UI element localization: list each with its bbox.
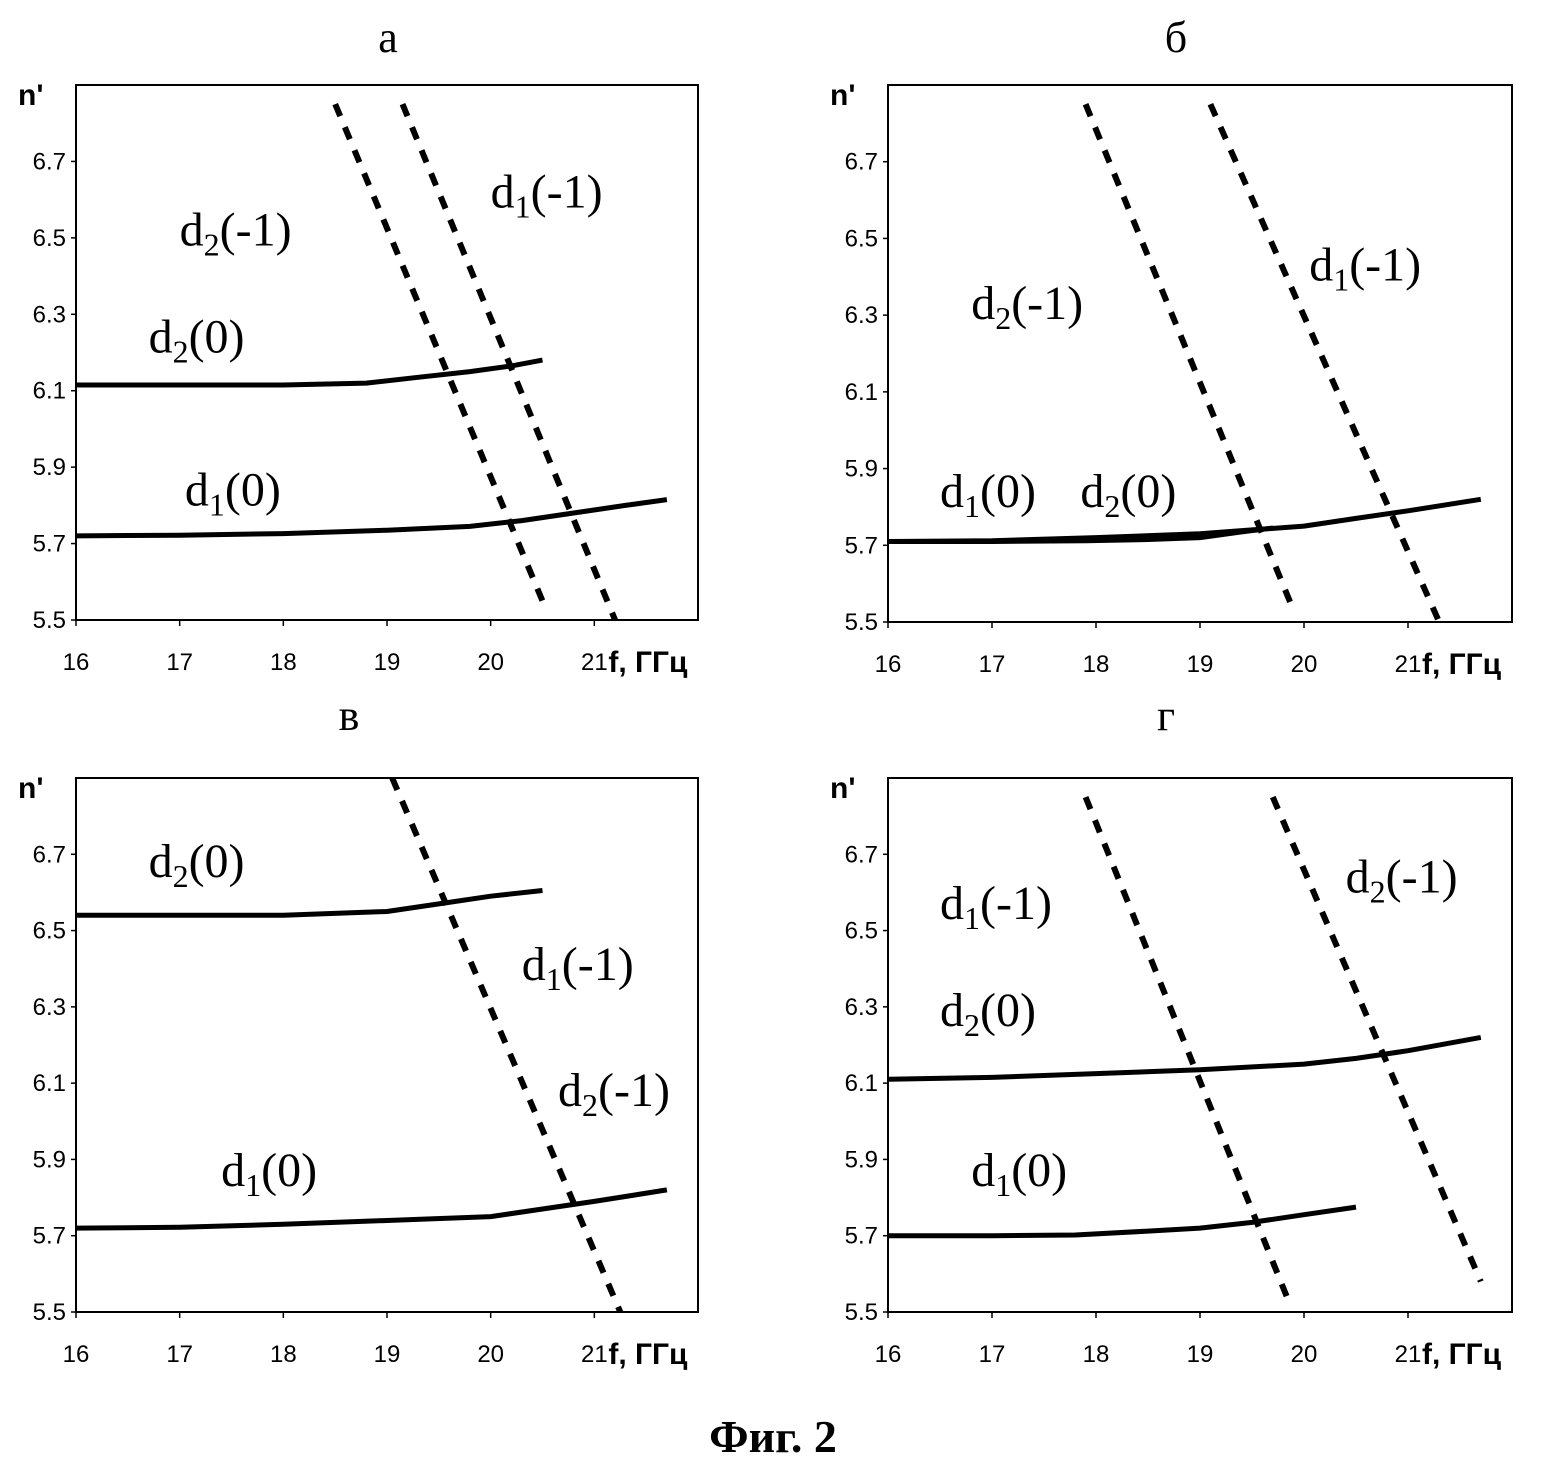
x-axis-label: f, ГГц [608,1338,688,1371]
y-tick-label: 6.5 [33,918,66,945]
curve-label: d2(0) [940,984,1036,1043]
x-tick-label: 18 [1083,1341,1110,1368]
x-axis-label: f, ГГц [1422,1338,1502,1371]
x-tick-label: 20 [1291,651,1318,678]
y-tick-label: 6.7 [33,148,66,175]
series-line [1210,104,1439,622]
x-tick-label: 18 [270,1341,297,1368]
series-line [76,891,543,916]
curve-label: d2(0) [149,835,245,894]
y-tick-label: 5.9 [33,1146,66,1173]
series-line [1086,797,1289,1301]
curve-label: d1(0) [940,465,1036,524]
y-tick-label: 6.5 [845,225,878,252]
curve-label: d2(0) [149,311,245,370]
x-tick-label: 21 [581,649,608,676]
x-tick-label: 16 [63,1341,90,1368]
panel-title: б [1165,13,1187,62]
curve-label: d2(-1) [1346,850,1458,909]
x-tick-label: 17 [166,1341,193,1368]
x-tick-label: 20 [477,649,504,676]
y-axis-label: n' [18,772,43,805]
y-tick-label: 5.9 [33,454,66,481]
x-tick-label: 19 [374,649,401,676]
curve-label: d1(0) [971,1144,1067,1203]
curve-label: d1(-1) [1309,239,1421,298]
x-tick-label: 20 [477,1341,504,1368]
curve-label: d1(-1) [940,877,1052,936]
x-tick-label: 16 [875,1341,902,1368]
x-tick-label: 19 [1187,1341,1214,1368]
y-tick-label: 5.7 [845,532,878,559]
y-axis-label: n' [830,772,855,805]
curve-label: d2(-1) [558,1064,670,1123]
y-tick-label: 6.7 [33,841,66,868]
x-tick-label: 20 [1291,1341,1318,1368]
y-tick-label: 5.7 [33,1223,66,1250]
curve-label: d2(-1) [180,204,292,263]
y-tick-label: 6.3 [845,302,878,329]
x-tick-label: 19 [374,1341,401,1368]
curve-label: d2(0) [1080,465,1176,524]
series-line [888,528,1273,542]
y-tick-label: 6.3 [33,994,66,1021]
x-tick-label: 18 [270,649,297,676]
y-tick-label: 6.7 [845,841,878,868]
chart-panel-3: в n' 5.5 5.7 5.9 6.1 6.3 6.5 6.7 16 17 18 19 20 21f, Г… [18,691,698,1371]
series-line [392,778,620,1312]
y-tick-label: 6.1 [33,1070,66,1097]
x-tick-label: 19 [1187,651,1214,678]
y-tick-label: 6.3 [33,301,66,328]
curve-label: d1(0) [185,463,281,522]
x-axis-label: f, ГГц [608,646,688,679]
curve-label: d1(0) [221,1144,317,1203]
curve-label: d1(-1) [522,938,634,997]
x-tick-label: 16 [875,651,902,678]
x-tick-label: 21 [581,1341,608,1368]
y-tick-label: 5.9 [845,456,878,483]
x-axis-label: f, ГГц [1422,648,1502,681]
curve-label: d2(-1) [971,277,1083,336]
y-tick-label: 5.7 [845,1223,878,1250]
chart-panel-1: а n' 5.5 5.7 5.9 6.1 6.3 6.5 6.7 16 17 18 19 20 21f, Г… [18,13,698,679]
x-tick-label: 17 [979,651,1006,678]
y-axis-label: n' [18,79,43,112]
series-line [76,360,543,385]
chart-panel-4: г n' 5.5 5.7 5.9 6.1 6.3 6.5 6.7 16 17 18 19 20 21f, Г… [830,691,1512,1371]
y-tick-label: 6.5 [845,918,878,945]
y-tick-label: 6.7 [845,149,878,176]
x-tick-label: 18 [1083,651,1110,678]
panel-title: г [1157,691,1175,740]
y-axis-label: n' [830,79,855,112]
y-tick-label: 5.5 [33,1299,66,1326]
panel-title: в [339,691,360,740]
y-tick-label: 6.1 [845,1070,878,1097]
x-tick-label: 17 [979,1341,1006,1368]
y-tick-label: 6.5 [33,225,66,252]
x-tick-label: 21 [1395,1341,1422,1368]
y-tick-label: 6.1 [845,379,878,406]
y-tick-label: 5.5 [845,609,878,636]
y-tick-label: 5.5 [845,1299,878,1326]
curve-label: d1(-1) [491,165,603,224]
y-tick-label: 5.7 [33,531,66,558]
series-line [76,1190,667,1228]
figure-caption: Фиг. 2 [709,1411,837,1462]
y-tick-label: 6.3 [845,994,878,1021]
x-tick-label: 21 [1395,651,1422,678]
chart-panel-2: б n' 5.5 5.7 5.9 6.1 6.3 6.5 6.7 16 17 18 19 20 21f, Г… [830,13,1512,681]
y-tick-label: 5.5 [33,607,66,634]
series-line [888,1207,1356,1236]
panel-title: а [378,13,398,62]
y-tick-label: 6.1 [33,378,66,405]
x-tick-label: 17 [166,649,193,676]
x-tick-label: 16 [63,649,90,676]
y-tick-label: 5.9 [845,1146,878,1173]
